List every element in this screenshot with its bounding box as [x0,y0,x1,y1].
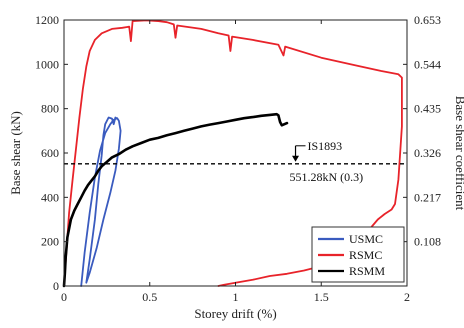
y-tick-label: 600 [41,146,59,160]
y-tick-label: 1000 [35,57,59,71]
legend-label-rsmm: RSMM [349,264,385,278]
y-axis-label: Base shear (kN) [8,111,23,195]
y-tick-label: 0 [53,279,59,293]
y-tick-label: 400 [41,190,59,204]
y2-tick-label: 0.435 [414,102,441,116]
legend: USMC RSMC RSMM [311,226,405,283]
series-line-rsmm [62,112,289,288]
y2-axis-label: Base shear coefficient [453,96,464,211]
reference-line-group: IS1893 551.28kN (0.3) [64,139,407,184]
x-tick-label: 2 [404,290,410,304]
y2-tick-label: 0.326 [414,146,441,160]
legend-label-rsmc: RSMC [349,248,382,262]
legend-label-usmc: USMC [349,232,383,246]
y-tick-label: 200 [41,235,59,249]
x-tick-label: 1 [233,290,239,304]
y-tick-label: 800 [41,102,59,116]
y2-tick-label: 0.653 [414,13,441,27]
y-tick-label: 1200 [35,13,59,27]
x-tick-label: 0.5 [142,290,157,304]
axes-layer: 0 0.5 1 1.5 2 0 200 400 600 800 1000 1200 0.108 0.217… [8,13,464,321]
y2-tick-label: 0.108 [414,235,441,249]
y2-tick-label: 0.544 [414,57,441,71]
reference-arrow-icon [292,155,300,162]
x-tick-label: 1.5 [314,290,329,304]
series-line-usmc [80,116,122,287]
reference-label: IS1893 [308,139,343,153]
x-tick-label: 0 [61,290,67,304]
y2-tick-label: 0.217 [414,190,441,204]
reference-value-label: 551.28kN (0.3) [290,170,364,184]
x-axis-label: Storey drift (%) [194,306,276,321]
